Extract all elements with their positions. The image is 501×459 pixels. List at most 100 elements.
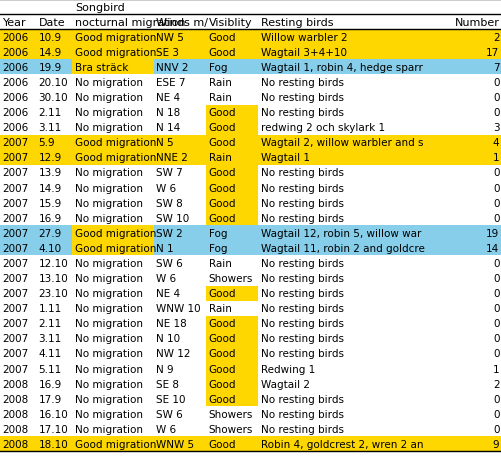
- Bar: [153, 196, 206, 211]
- Text: 4: 4: [492, 138, 498, 148]
- Text: 2008: 2008: [3, 394, 29, 404]
- Text: Good: Good: [208, 183, 236, 193]
- Bar: [153, 135, 206, 151]
- Text: 2007: 2007: [3, 288, 29, 298]
- Text: 2.11: 2.11: [39, 108, 62, 118]
- Text: No migration: No migration: [75, 168, 142, 178]
- Text: No resting birds: No resting birds: [260, 274, 343, 283]
- Text: 0: 0: [492, 183, 498, 193]
- Bar: [258, 391, 452, 406]
- Text: SW 8: SW 8: [156, 198, 182, 208]
- Bar: [36, 180, 72, 196]
- Text: Good migration: Good migration: [75, 153, 156, 163]
- Text: Redwing 1: Redwing 1: [260, 364, 314, 374]
- Text: 0: 0: [492, 168, 498, 178]
- Bar: [153, 316, 206, 331]
- Text: 18.10: 18.10: [39, 439, 68, 449]
- Text: No resting birds: No resting birds: [260, 78, 343, 88]
- Text: No resting birds: No resting birds: [260, 319, 343, 329]
- Text: 30.10: 30.10: [39, 93, 68, 103]
- Bar: [206, 301, 258, 316]
- Text: Good migration: Good migration: [75, 138, 156, 148]
- Bar: [0, 226, 36, 241]
- Bar: [72, 271, 153, 286]
- Bar: [0, 106, 36, 120]
- Bar: [72, 45, 153, 60]
- Bar: [0, 361, 36, 376]
- Bar: [36, 30, 72, 45]
- Text: No migration: No migration: [75, 303, 142, 313]
- Text: 2007: 2007: [3, 168, 29, 178]
- Text: 2008: 2008: [3, 439, 29, 449]
- Bar: [452, 120, 501, 135]
- Bar: [153, 331, 206, 346]
- Bar: [153, 346, 206, 361]
- Bar: [72, 437, 153, 452]
- Bar: [452, 166, 501, 180]
- Text: ESE 7: ESE 7: [156, 78, 185, 88]
- Bar: [206, 241, 258, 256]
- Bar: [206, 75, 258, 90]
- Text: NE 4: NE 4: [156, 288, 180, 298]
- Text: Showers: Showers: [208, 424, 253, 434]
- Text: 4.11: 4.11: [39, 349, 62, 358]
- Bar: [206, 0, 258, 15]
- Text: 13.10: 13.10: [39, 274, 68, 283]
- Bar: [452, 226, 501, 241]
- Text: Good: Good: [208, 364, 236, 374]
- Bar: [0, 180, 36, 196]
- Bar: [153, 421, 206, 437]
- Bar: [72, 316, 153, 331]
- Bar: [258, 241, 452, 256]
- Bar: [206, 331, 258, 346]
- Text: 0: 0: [492, 319, 498, 329]
- Text: 2007: 2007: [3, 198, 29, 208]
- Bar: [452, 75, 501, 90]
- Bar: [452, 346, 501, 361]
- Bar: [258, 106, 452, 120]
- Text: 2007: 2007: [3, 258, 29, 269]
- Bar: [206, 15, 258, 30]
- Text: SW 10: SW 10: [156, 213, 189, 223]
- Text: Fog: Fog: [208, 243, 227, 253]
- Bar: [258, 376, 452, 391]
- Bar: [206, 316, 258, 331]
- Text: 2008: 2008: [3, 409, 29, 419]
- Bar: [153, 60, 206, 75]
- Bar: [0, 391, 36, 406]
- Text: No migration: No migration: [75, 183, 142, 193]
- Text: 0: 0: [492, 288, 498, 298]
- Bar: [72, 30, 153, 45]
- Text: 7: 7: [492, 63, 498, 73]
- Bar: [206, 30, 258, 45]
- Text: 0: 0: [492, 349, 498, 358]
- Text: Rain: Rain: [208, 153, 231, 163]
- Text: Good migration: Good migration: [75, 243, 156, 253]
- Bar: [72, 90, 153, 106]
- Bar: [153, 90, 206, 106]
- Bar: [72, 226, 153, 241]
- Bar: [452, 15, 501, 30]
- Text: Rain: Rain: [208, 78, 231, 88]
- Bar: [153, 271, 206, 286]
- Bar: [258, 15, 452, 30]
- Bar: [153, 376, 206, 391]
- Text: 0: 0: [492, 334, 498, 344]
- Text: W 6: W 6: [156, 424, 176, 434]
- Bar: [36, 421, 72, 437]
- Bar: [36, 211, 72, 226]
- Bar: [36, 15, 72, 30]
- Text: 2006: 2006: [3, 93, 29, 103]
- Text: No resting birds: No resting birds: [260, 288, 343, 298]
- Text: N 18: N 18: [156, 108, 180, 118]
- Text: NE 4: NE 4: [156, 93, 180, 103]
- Bar: [452, 406, 501, 421]
- Bar: [258, 406, 452, 421]
- Bar: [153, 256, 206, 271]
- Text: Good: Good: [208, 213, 236, 223]
- Bar: [153, 391, 206, 406]
- Text: Wagtail 2: Wagtail 2: [260, 379, 309, 389]
- Text: 2007: 2007: [3, 334, 29, 344]
- Bar: [206, 376, 258, 391]
- Bar: [72, 241, 153, 256]
